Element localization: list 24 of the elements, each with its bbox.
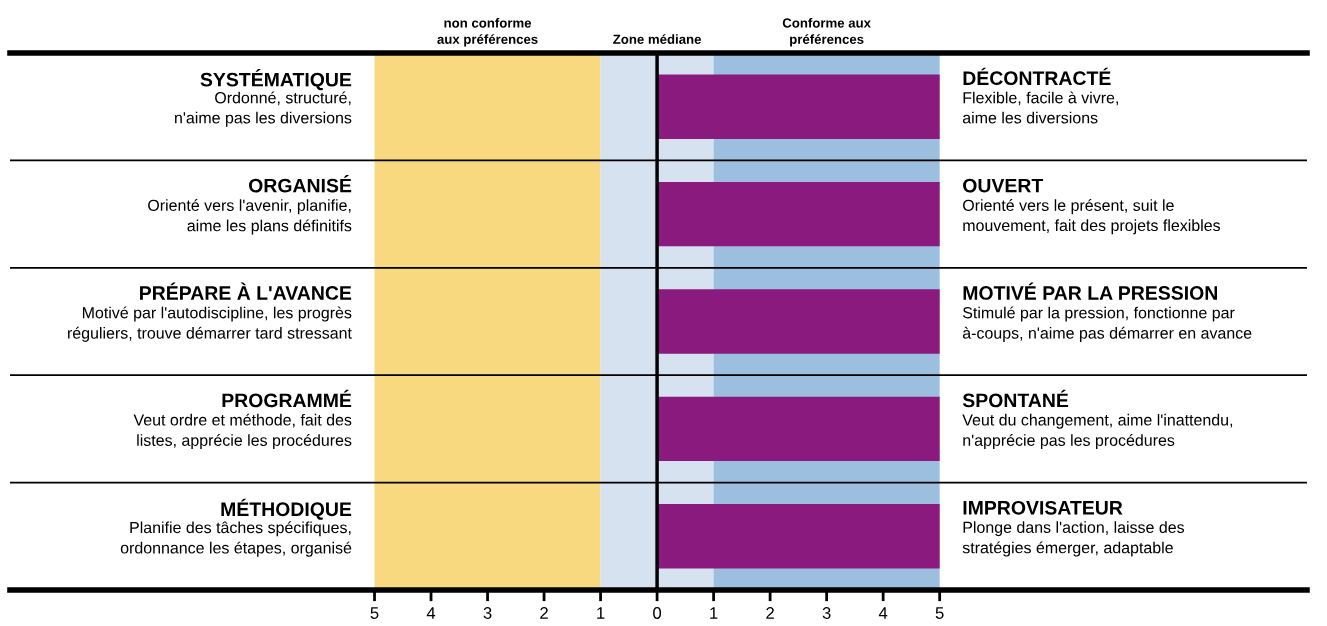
band-label: non conforme aux préférences — [437, 17, 538, 47]
x-tick-label: 4 — [426, 607, 436, 619]
x-tick-label: 5 — [935, 607, 944, 619]
y-tick-label: SYSTÉMATIQUE Ordonné, structuré, n'aime pas les diversions — [175, 69, 352, 127]
annotation: SPONTANÉ Veut du changement, aime l'inattendu, n'apprécie pas les procédures — [962, 389, 1233, 450]
x-tick-label: 1 — [710, 607, 718, 619]
annotation: DÉCONTRACTÉ Flexible, facile à vivre, aime les diversions — [962, 67, 1118, 124]
y-tick-label: ORGANISÉ Orienté vers l'avenir, planifie, aime les plans définitifs — [148, 175, 352, 235]
x-tick-label: 3 — [483, 607, 492, 619]
x-tick-label: 3 — [822, 607, 831, 619]
x-tick-label: 0 — [653, 607, 662, 619]
x-tick-label: 2 — [766, 607, 774, 619]
band-label: Conforme aux préférences — [782, 17, 871, 47]
band-label: Zone médiane — [613, 34, 701, 44]
annotation: MOTIVÉ PAR LA PRESSION Stimulé par la pression, fonctionne par à-coups, n'aime pas démarrer en avance — [962, 282, 1252, 342]
y-tick-label: PROGRAMMÉ Veut ordre et méthode, fait des listes, apprécie les procédures — [133, 389, 352, 450]
x-tick-label: 4 — [878, 607, 888, 619]
x-tick-label: 2 — [540, 607, 548, 619]
annotation: IMPROVISATEUR Plonge dans l'action, laisse des stratégies émerger, adaptable — [962, 500, 1185, 557]
x-tick-label: 5 — [370, 607, 379, 619]
y-tick-label: MÉTHODIQUE Planifie des tâches spécifiques, ordonnance les étapes, organisé — [120, 498, 352, 557]
x-tick-label: 1 — [597, 607, 605, 619]
y-tick-label: PRÉPARE À L'AVANCE Motivé par l'autodiscipline, les progrès réguliers, trouve démarrer tard stressant — [68, 282, 352, 342]
annotation: OUVERT Orienté vers le présent, suit le mouvement, fait des projets flexibles — [963, 178, 1221, 235]
